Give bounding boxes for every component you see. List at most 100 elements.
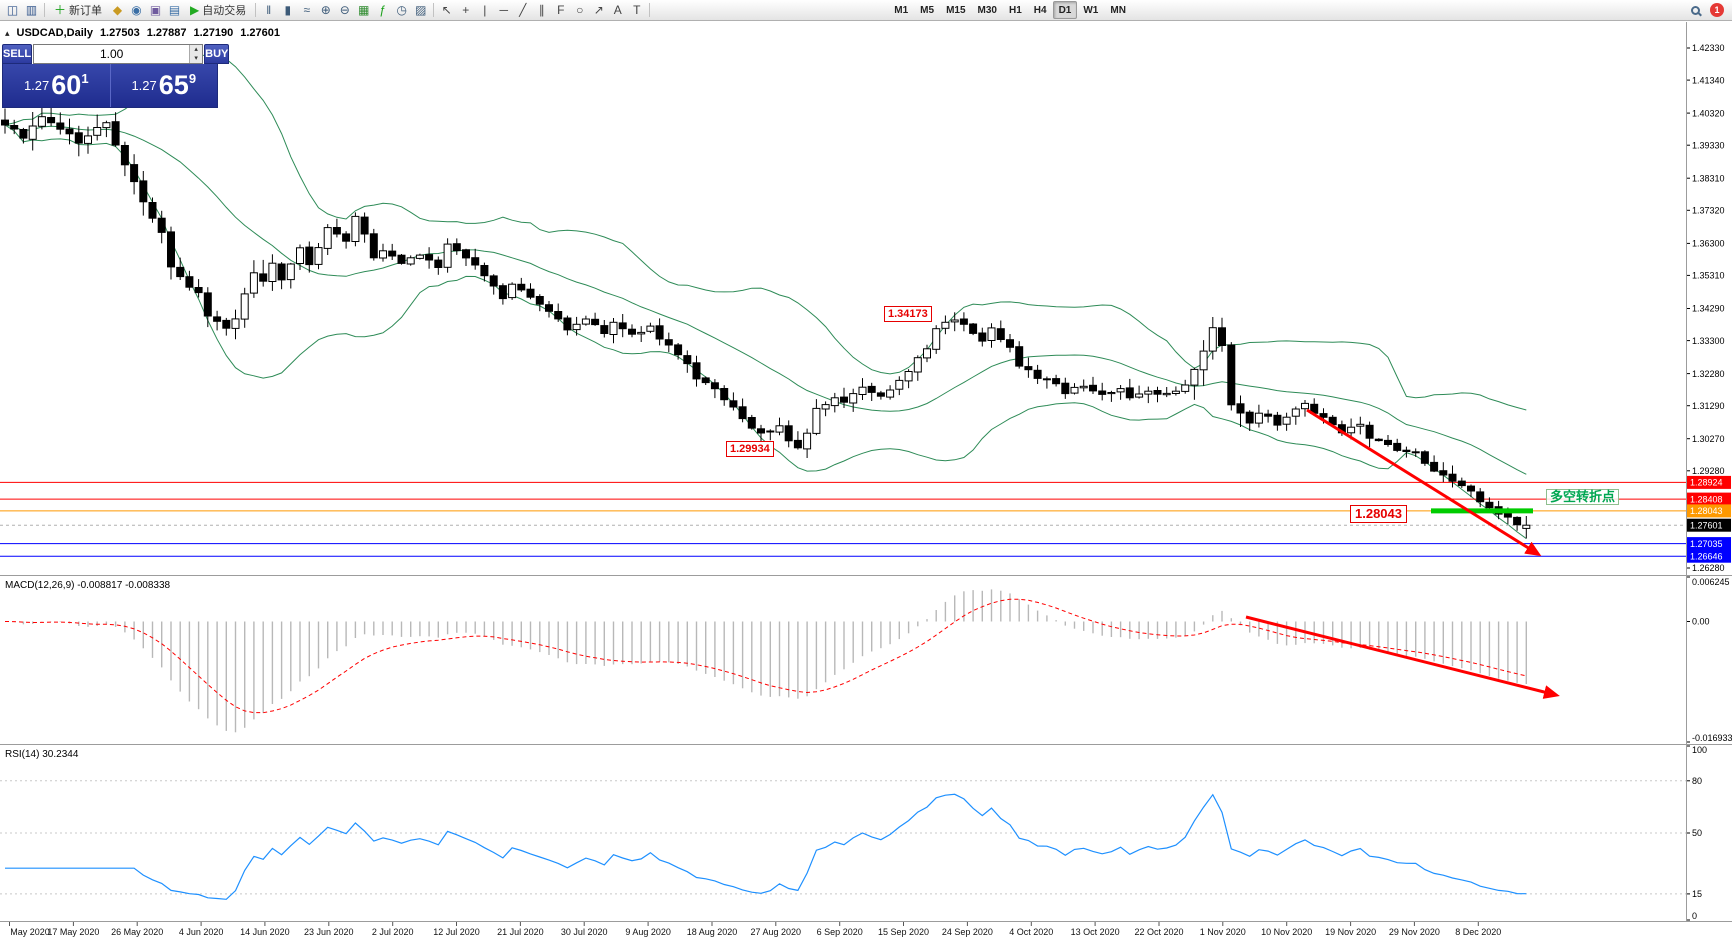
price-tag-label: 1.28924: [1690, 478, 1723, 488]
macd-axis-label: 0.00: [1692, 617, 1710, 627]
price-tag-label: 1.28043: [1690, 506, 1723, 516]
market-watch-icon-button[interactable]: ◆: [108, 1, 127, 19]
macd-panel-area: [4, 589, 1560, 733]
shapes-icon-button[interactable]: ○: [570, 1, 589, 19]
rsi-indicator-label: RSI(14) 30.2344: [5, 749, 79, 760]
trend-arrow[interactable]: [1306, 408, 1542, 557]
channel-icon-button[interactable]: ∥: [532, 1, 551, 19]
new-order-button-label: 新订单: [69, 5, 103, 17]
crosshair-icon-button[interactable]: +: [456, 1, 475, 19]
shapes-icon: ○: [576, 3, 584, 17]
price-tag-label: 1.26646: [1690, 551, 1723, 561]
price-axis-label: 1.38310: [1692, 173, 1725, 183]
zoom-out-icon-button[interactable]: ⊖: [335, 1, 354, 19]
macd-indicator-label: MACD(12,26,9) -0.008817 -0.008338: [5, 580, 171, 591]
channel-icon: ∥: [538, 3, 545, 17]
vertical-line-icon: |: [483, 3, 487, 17]
timeframe-button-m15[interactable]: M15: [946, 4, 966, 16]
terminal-icon-button[interactable]: ▤: [165, 1, 184, 19]
volume-input[interactable]: [34, 45, 190, 63]
timeframe-button-h4[interactable]: H4: [1033, 4, 1047, 16]
zoom-in-icon-button[interactable]: ⊕: [316, 1, 335, 19]
profiles-icon: ▥: [25, 3, 38, 17]
fibonacci-icon-button[interactable]: F: [551, 1, 570, 19]
navigator-icon-button[interactable]: ▣: [146, 1, 165, 19]
annotation-key-level[interactable]: 1.28043: [1350, 505, 1407, 523]
arrow-object-icon-button[interactable]: ↗: [589, 1, 608, 19]
autotrading-button[interactable]: ▶ 自动交易: [184, 1, 252, 19]
price-axis-label: 1.40320: [1692, 108, 1725, 118]
annotation-high-price[interactable]: 1.34173: [884, 306, 932, 322]
line-chart-icon: ≈: [303, 3, 311, 17]
annotation-turning-point[interactable]: 多空转折点: [1546, 489, 1620, 505]
search-icon: [1691, 5, 1700, 15]
search-button[interactable]: [1686, 1, 1705, 19]
price-axis-label: 1.32280: [1692, 369, 1725, 379]
zoom-out-icon: ⊖: [339, 3, 350, 17]
sell-button[interactable]: SELL: [2, 44, 33, 64]
new-chart-icon-button[interactable]: ◫: [3, 1, 22, 19]
buy-button[interactable]: BUY: [204, 44, 230, 64]
price-axis-label: 1.33300: [1692, 336, 1725, 346]
time-axis-label: 10 Nov 2020: [1261, 927, 1312, 937]
annotation-low-price[interactable]: 1.29934: [726, 441, 774, 457]
time-axis-label: 21 Jul 2020: [497, 927, 544, 937]
timeframe-button-h1[interactable]: H1: [1008, 4, 1022, 16]
line-chart-icon-button[interactable]: ≈: [297, 1, 316, 19]
sell-price-display[interactable]: 1.27 60 1: [3, 64, 110, 107]
time-axis-label: May 2020: [10, 927, 50, 937]
vertical-line-icon-button[interactable]: |: [475, 1, 494, 19]
sell-price-big: 60: [51, 70, 82, 100]
volume-down-button[interactable]: ▾: [190, 54, 203, 63]
time-axis-label: 1 Nov 2020: [1200, 927, 1246, 937]
trendline-icon: ╱: [519, 3, 527, 17]
time-axis-label: 22 Oct 2020: [1134, 927, 1183, 937]
timeframe-button-d1[interactable]: D1: [1052, 1, 1078, 19]
bar-chart-icon-button[interactable]: ‖: [259, 1, 278, 19]
bollinger-lower-band: [4, 124, 1527, 540]
candlestick-chart-icon-button[interactable]: ▮: [278, 1, 297, 19]
volume-up-button[interactable]: ▴: [190, 45, 203, 54]
price-axis-label: 1.31290: [1692, 401, 1725, 411]
price-tag-label: 1.27035: [1690, 539, 1723, 549]
time-axis-label: 2 Jul 2020: [372, 927, 414, 937]
horizontal-line-icon-button[interactable]: ─: [494, 1, 513, 19]
timeframe-button-m1[interactable]: M1: [894, 4, 909, 16]
buy-price-display[interactable]: 1.27 65 9: [111, 64, 218, 107]
timeframe-button-mn[interactable]: MN: [1110, 4, 1126, 16]
tile-windows-icon-button[interactable]: ▦: [354, 1, 373, 19]
price-axis-label: 1.41340: [1692, 75, 1725, 85]
price-axis-label: 1.29280: [1692, 466, 1725, 476]
cursor-icon-button[interactable]: ↖: [437, 1, 456, 19]
trend-arrow[interactable]: [1245, 615, 1560, 699]
timeframe-button-m30[interactable]: M30: [977, 4, 997, 16]
indicators-icon-button[interactable]: ƒ: [373, 1, 392, 19]
label-icon-button[interactable]: T: [627, 1, 646, 19]
arrow-object-icon: ↗: [593, 3, 604, 17]
time-axis-label: 18 Aug 2020: [687, 927, 738, 937]
time-axis-label: 17 May 2020: [47, 927, 99, 937]
text-icon-button[interactable]: A: [608, 1, 627, 19]
main-toolbar: ◫ ▥ ＋新订单 ◆ ◉ ▣ ▤ ▶ 自动交易 ‖ ▮ ≈ ⊕ ⊖ ▦ ƒ ◷ ▨ ↖ + | ─ ╱ ∥ F ○ ↗ A T M1 M5 M…: [0, 0, 1732, 21]
trendline-icon-button[interactable]: ╱: [513, 1, 532, 19]
notification-badge[interactable]: 1: [1710, 3, 1724, 17]
macd-axis-label: -0.016933: [1692, 733, 1732, 743]
new-order-button-icon: ＋: [54, 3, 67, 17]
timeframe-button-w1[interactable]: W1: [1083, 4, 1099, 16]
profiles-icon-button[interactable]: ▥: [22, 1, 41, 19]
new-order-button[interactable]: ＋新订单: [48, 1, 108, 19]
periods-icon-button[interactable]: ◷: [392, 1, 411, 19]
macd-axis-label: 0.006245: [1692, 577, 1730, 587]
navigator-icon: ▣: [149, 3, 162, 17]
new-chart-icon: ◫: [6, 3, 19, 17]
timeframe-button-m5[interactable]: M5: [920, 4, 935, 16]
candlestick-chart-icon: ▮: [284, 3, 292, 17]
data-window-icon-button[interactable]: ◉: [127, 1, 146, 19]
price-axis-label: 1.35310: [1692, 271, 1725, 281]
sell-price-pip: 1: [81, 71, 89, 86]
one-click-collapse-icon[interactable]: ▴: [5, 27, 10, 38]
price-tag: [1687, 475, 1731, 489]
templates-icon-button[interactable]: ▨: [411, 1, 430, 19]
axes[interactable]: 1.42330 1.41340 1.40320 1.39330 1.38310 1.373…: [9, 43, 1732, 937]
